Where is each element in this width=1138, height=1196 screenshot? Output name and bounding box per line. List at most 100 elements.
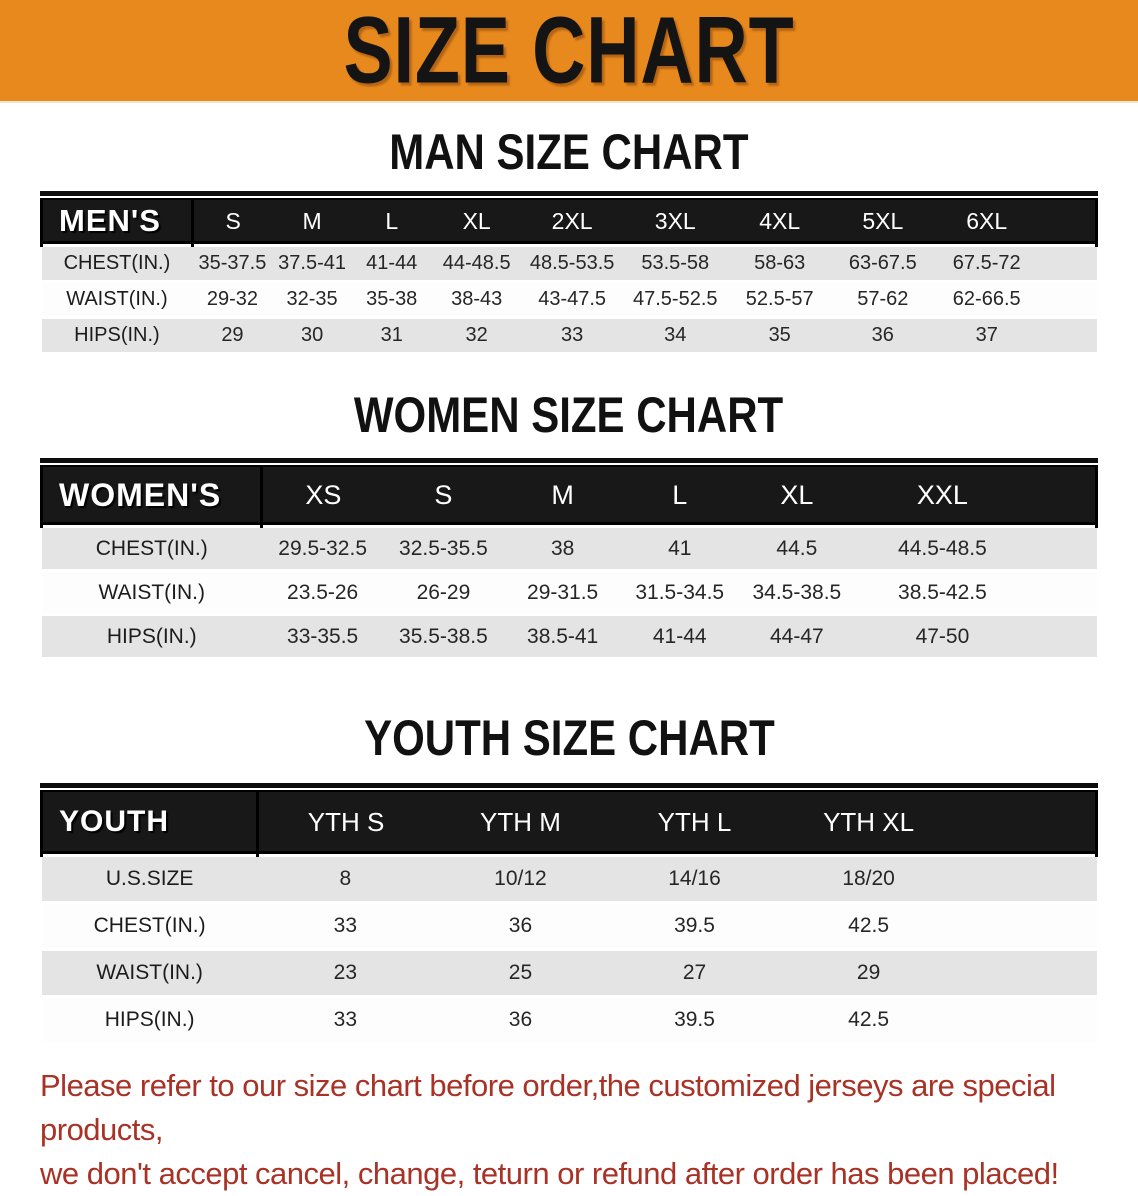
row-filler-cell [1039, 316, 1097, 352]
size-value: 27 [608, 948, 782, 997]
size-value: 34.5-38.5 [737, 569, 856, 615]
size-value: 10/12 [432, 854, 609, 903]
size-value: 44-47 [737, 613, 856, 657]
size-value: 41 [621, 525, 738, 571]
size-column-header: YTH M [432, 790, 609, 856]
size-value: 29-31.5 [503, 569, 622, 615]
size-value: 32 [431, 316, 522, 352]
size-value: 44-48.5 [431, 244, 522, 282]
row-filler-cell [1039, 244, 1097, 282]
table-row: CHEST(IN.) 35-37.5 37.5-41 41-44 44-48.5 48.5… [41, 244, 1097, 282]
size-value: 39.5 [608, 901, 782, 950]
banner-title: SIZE CHART [343, 0, 795, 104]
size-value: 57-62 [831, 280, 934, 318]
table-row: CHEST(IN.) 33 36 39.5 42.5 [41, 901, 1097, 950]
size-value: 32-35 [272, 280, 352, 318]
row-filler-cell [1039, 280, 1097, 318]
size-value: 52.5-57 [727, 280, 832, 318]
size-value: 43-47.5 [521, 280, 623, 318]
size-column-header: 6XL [933, 198, 1040, 246]
row-filler-cell [1028, 525, 1097, 571]
size-value: 35.5-38.5 [383, 613, 504, 657]
group-label-cell: YOUTH [39, 790, 260, 856]
size-column-header: XL [737, 465, 856, 527]
row-filler-cell [956, 854, 1097, 903]
size-value: 58-63 [727, 244, 832, 282]
size-column-header: M [272, 198, 352, 246]
table-row: U.S.SIZE 8 10/12 14/16 18/20 [41, 854, 1097, 903]
table-row: WAIST(IN.) 23 25 27 29 [41, 948, 1097, 997]
size-value: 29.5-32.5 [261, 525, 384, 571]
size-column-header: YTH L [608, 790, 782, 856]
size-value: 37 [933, 316, 1040, 352]
size-value: 42.5 [781, 995, 957, 1042]
size-table: WOMEN'S XS S M L XL XXL CHEST(IN.) 29.5-32.5 32.5… [39, 465, 1098, 657]
table-row: WAIST(IN.) 29-32 32-35 35-38 38-43 43-47.5 47.… [41, 280, 1097, 318]
header-filler-cell [956, 790, 1099, 856]
size-column-header: 2XL [521, 198, 623, 246]
size-column-header: XXL [855, 465, 1029, 527]
size-header-row: YOUTH YTH S YTH M YTH L YTH XL [39, 790, 1099, 856]
size-column-header: L [351, 198, 432, 246]
size-column-header: 5XL [831, 198, 934, 246]
size-header-row: MEN'S S M L XL 2XL 3XL 4XL 5XL 6XL [40, 198, 1099, 246]
row-label: WAIST(IN.) [41, 948, 258, 997]
row-label: HIPS(IN.) [41, 995, 258, 1042]
table-row: CHEST(IN.) 29.5-32.5 32.5-35.5 38 41 44.5 44.5… [41, 525, 1097, 571]
youth-size-section: YOUTH SIZE CHART YOUTH YTH S YTH M YTH L YTH… [0, 711, 1138, 1042]
size-column-header: 3XL [622, 198, 728, 246]
size-value: 37.5-41 [272, 244, 352, 282]
size-value: 29-32 [192, 280, 273, 318]
size-value: 38-43 [431, 280, 522, 318]
header-filler-cell [1039, 198, 1099, 246]
size-value: 62-66.5 [933, 280, 1040, 318]
size-value: 36 [432, 995, 609, 1042]
youth-size-table: YOUTH YTH S YTH M YTH L YTH XL U.S.SIZE 8 10/12… [39, 783, 1099, 1042]
women-size-section: WOMEN SIZE CHART WOMEN'S XS S M L XL XXL CHEST(… [0, 388, 1138, 657]
size-value: 14/16 [608, 854, 782, 903]
youth-section-heading-text: YOUTH SIZE CHART [363, 710, 775, 766]
size-value: 38 [503, 525, 622, 571]
men-size-table: MEN'S S M L XL 2XL 3XL 4XL 5XL 6XL CHEST(IN.) 35-37… [40, 191, 1099, 352]
size-value: 35-37.5 [192, 244, 273, 282]
women-section-heading-text: WOMEN SIZE CHART [354, 387, 784, 443]
row-filler-cell [956, 948, 1097, 997]
size-value: 29 [192, 316, 273, 352]
size-column-header: S [192, 198, 273, 246]
row-label: CHEST(IN.) [41, 901, 258, 950]
row-filler-cell [956, 995, 1097, 1042]
size-value: 63-67.5 [831, 244, 934, 282]
table-row: WAIST(IN.) 23.5-26 26-29 29-31.5 31.5-34.5 34… [41, 569, 1097, 615]
order-disclaimer: Please refer to our size chart before or… [40, 1064, 1138, 1196]
size-value: 36 [831, 316, 934, 352]
size-value: 41-44 [351, 244, 432, 282]
row-filler-cell [956, 901, 1097, 950]
women-section-heading: WOMEN SIZE CHART [0, 388, 1138, 442]
row-label: CHEST(IN.) [41, 525, 262, 571]
size-value: 38.5-41 [503, 613, 622, 657]
size-value: 33 [257, 995, 433, 1042]
row-label: HIPS(IN.) [41, 613, 262, 657]
size-header-row: WOMEN'S XS S M L XL XXL [39, 465, 1098, 527]
size-value: 35-38 [351, 280, 432, 318]
size-value: 18/20 [781, 854, 957, 903]
size-chart-banner: SIZE CHART [0, 0, 1138, 103]
size-value: 30 [272, 316, 352, 352]
size-column-header: M [503, 465, 622, 527]
size-value: 35 [727, 316, 832, 352]
size-value: 33-35.5 [261, 613, 384, 657]
youth-section-heading: YOUTH SIZE CHART [0, 711, 1138, 765]
size-value: 41-44 [621, 613, 738, 657]
disclaimer-line-2: we don't accept cancel, change, teturn o… [40, 1156, 1059, 1191]
size-value: 29 [781, 948, 957, 997]
size-value: 48.5-53.5 [521, 244, 623, 282]
size-column-header: L [621, 465, 738, 527]
row-label: WAIST(IN.) [41, 280, 193, 318]
table-row: HIPS(IN.) 33-35.5 35.5-38.5 38.5-41 41-44 44-… [41, 613, 1097, 657]
group-label-cell: MEN'S [40, 198, 194, 246]
size-value: 34 [622, 316, 728, 352]
header-filler-cell [1028, 465, 1098, 527]
size-value: 32.5-35.5 [383, 525, 504, 571]
size-table: YOUTH YTH S YTH M YTH L YTH XL U.S.SIZE 8 10/12… [39, 790, 1099, 1042]
men-size-section: MAN SIZE CHART MEN'S S M L XL 2XL 3XL 4XL 5XL 6XL… [0, 125, 1138, 352]
